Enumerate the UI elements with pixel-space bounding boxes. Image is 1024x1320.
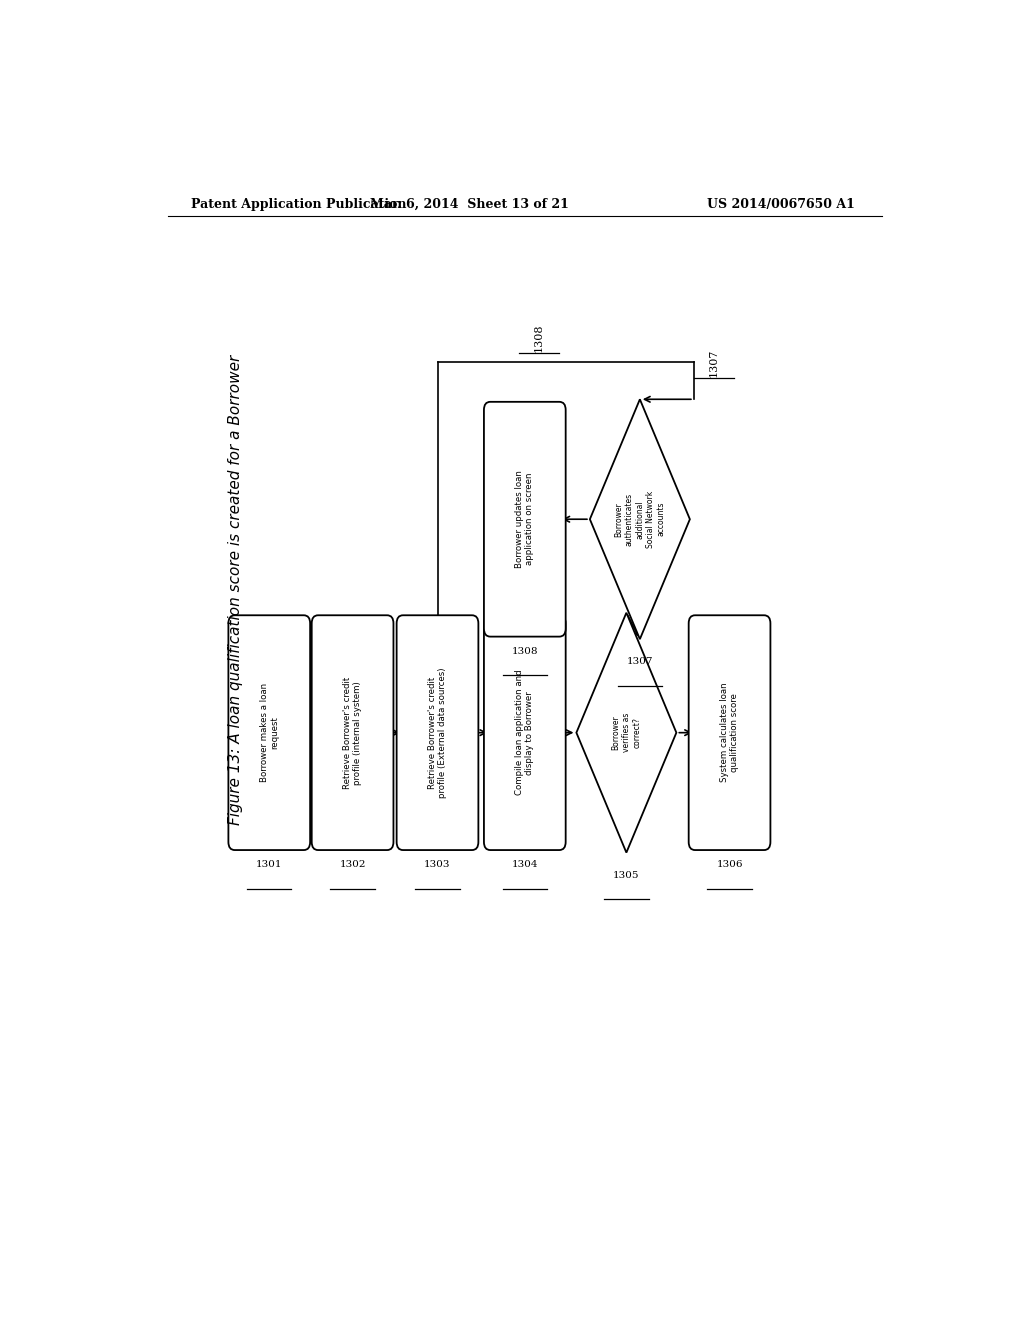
- Text: 1308: 1308: [535, 323, 544, 351]
- Text: System calculates loan
qualification score: System calculates loan qualification sco…: [720, 682, 739, 783]
- Text: 1301: 1301: [256, 861, 283, 870]
- Text: Borrower makes a loan
request: Borrower makes a loan request: [259, 684, 279, 783]
- Text: Compile loan application and
display to Borrower: Compile loan application and display to …: [515, 669, 535, 796]
- Text: Figure 13: A loan qualification score is created for a Borrower: Figure 13: A loan qualification score is…: [227, 355, 243, 825]
- Polygon shape: [577, 612, 677, 853]
- Text: 1307: 1307: [709, 348, 719, 378]
- FancyBboxPatch shape: [311, 615, 393, 850]
- Text: 1308: 1308: [512, 647, 538, 656]
- Text: 1306: 1306: [717, 861, 742, 870]
- Text: Borrower updates loan
application on screen: Borrower updates loan application on scr…: [515, 470, 535, 568]
- Text: 1304: 1304: [512, 861, 538, 870]
- Polygon shape: [590, 399, 690, 639]
- Text: Mar. 6, 2014  Sheet 13 of 21: Mar. 6, 2014 Sheet 13 of 21: [370, 198, 568, 211]
- FancyBboxPatch shape: [689, 615, 770, 850]
- Text: Retrieve Borrower's credit
profile (External data sources): Retrieve Borrower's credit profile (Exte…: [428, 668, 447, 797]
- Text: US 2014/0067650 A1: US 2014/0067650 A1: [708, 198, 855, 211]
- FancyBboxPatch shape: [484, 401, 565, 636]
- Text: 1303: 1303: [424, 861, 451, 870]
- FancyBboxPatch shape: [484, 615, 565, 850]
- Text: 1305: 1305: [613, 871, 640, 880]
- Text: Retrieve Borrower's credit
profile (internal system): Retrieve Borrower's credit profile (inte…: [343, 677, 362, 789]
- Text: Patent Application Publication: Patent Application Publication: [191, 198, 407, 211]
- FancyBboxPatch shape: [396, 615, 478, 850]
- FancyBboxPatch shape: [228, 615, 310, 850]
- Text: Borrower
authenticates
additional
Social Network
accounts: Borrower authenticates additional Social…: [614, 491, 666, 548]
- Text: Borrower
verifies as
correct?: Borrower verifies as correct?: [611, 713, 641, 752]
- Text: 1307: 1307: [627, 657, 653, 667]
- Text: 1302: 1302: [339, 861, 366, 870]
